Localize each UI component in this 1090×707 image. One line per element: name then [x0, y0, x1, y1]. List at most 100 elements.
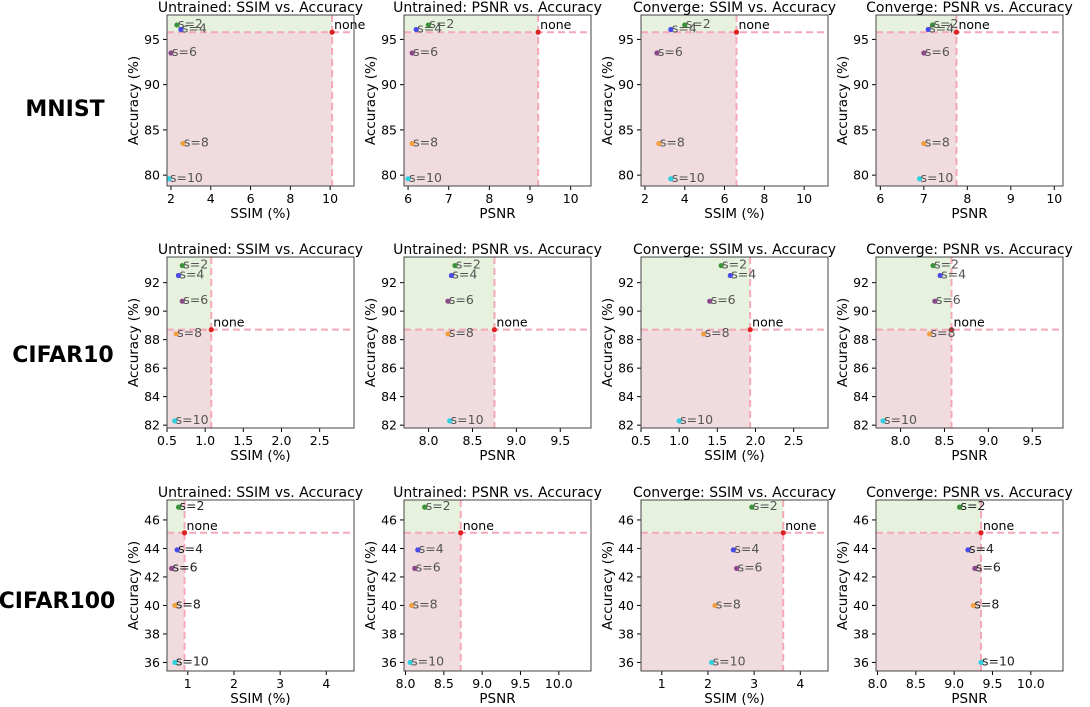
data-point [174, 547, 180, 553]
y-tick-label: 44 [853, 541, 869, 556]
x-tick-label: 1 [658, 676, 666, 691]
point-label: s=2 [429, 16, 454, 31]
baseline-label: none [496, 315, 527, 330]
point-label: s=2 [180, 498, 205, 513]
axes-frame [166, 14, 355, 187]
y-tick-label: 86 [618, 361, 634, 376]
plot-area [404, 500, 591, 671]
y-tick-label: 86 [144, 361, 160, 376]
subplot-title: Untrained: PSNR vs. Accuracy [393, 242, 602, 258]
x-tick-label: 3 [276, 676, 284, 691]
y-tick-label: 90 [853, 304, 869, 319]
point-label: s=6 [925, 44, 950, 59]
subplot-title: Converge: SSIM vs. Accuracy [633, 242, 836, 258]
y-tick-label: 82 [853, 418, 869, 433]
row-label-mnist: MNIST [25, 97, 104, 122]
y-tick-label: 84 [144, 389, 160, 404]
point-label: s=8 [716, 596, 741, 611]
point-label: s=10 [409, 170, 442, 185]
point-label: s=2 [426, 498, 451, 513]
x-tick-label: 3 [750, 676, 758, 691]
data-point [932, 298, 938, 304]
y-tick-label: 95 [853, 32, 869, 47]
point-label: s=4 [178, 541, 203, 556]
data-point [452, 262, 458, 269]
x-tick-label: 4 [681, 191, 689, 206]
point-label: s=8 [177, 325, 202, 340]
x-tick-label: 9 [1007, 191, 1015, 206]
worse-region [876, 32, 957, 186]
x-tick-label: 6 [404, 191, 412, 206]
better-region [167, 15, 333, 33]
point-label: s=10 [451, 412, 484, 427]
subplot-title: Untrained: SSIM vs. Accuracy [158, 242, 363, 258]
y-tick-label: 90 [144, 304, 160, 319]
baseline-point [953, 29, 960, 35]
baseline-label: none [752, 315, 783, 330]
y-tick-label: 85 [381, 122, 397, 137]
point-label: s=6 [413, 44, 438, 59]
y-tick-label: 42 [618, 569, 634, 584]
data-point [668, 176, 674, 182]
x-tick-label: 9.0 [978, 433, 998, 448]
y-tick-label: 86 [381, 361, 397, 376]
y-tick-label: 42 [381, 569, 397, 584]
point-label: s=10 [176, 653, 209, 668]
data-point [956, 504, 963, 510]
y-tick-label: 95 [618, 32, 634, 47]
y-tick-label: 90 [618, 77, 634, 92]
x-tick-label: 7 [445, 191, 453, 206]
y-tick-label: 82 [618, 418, 634, 433]
y-tick-label: 88 [618, 332, 634, 347]
worse-region [404, 329, 495, 428]
point-label: s=6 [172, 44, 197, 59]
x-tick-label: 10 [1046, 191, 1062, 206]
y-tick-label: 38 [618, 626, 634, 641]
worse-region [641, 329, 751, 428]
subplot-cifar10-4: 8.0 8.5 9.0 9.5 82 84 86 88 90 92 none s=2s=4 s=6 s=8… [835, 242, 1073, 464]
y-tick-label: 42 [144, 569, 160, 584]
y-axis-label: Accuracy (%) [363, 541, 379, 630]
data-point [409, 140, 415, 147]
point-label: s=8 [660, 134, 685, 149]
x-tick-label: 9.0 [472, 676, 492, 691]
x-axis-label: PSNR [479, 206, 515, 222]
subplot-title: Converge: SSIM vs. Accuracy [633, 485, 836, 501]
x-tick-label: 9.5 [983, 676, 1003, 691]
baseline-label: none [958, 17, 989, 32]
y-tick-label: 85 [144, 122, 160, 137]
x-tick-label: 8.0 [396, 676, 416, 691]
data-point [172, 602, 178, 609]
baseline-point [208, 327, 214, 333]
point-label: s=8 [974, 596, 999, 611]
point-label: s=4 [969, 541, 994, 556]
data-point [925, 26, 931, 33]
data-point [412, 565, 418, 572]
subplot-cifar10-1: 0.5 1.0 1.5 2.0 2.5 82 84 86 88 90 92 none s=2s=4 s=6… [126, 242, 363, 464]
point-label: s=10 [672, 170, 705, 185]
point-label: s=10 [680, 412, 713, 427]
x-tick-label: 8 [485, 191, 493, 206]
x-tick-label: 2 [167, 191, 175, 206]
row-label-cifar10: CIFAR10 [12, 343, 113, 368]
better-region [404, 257, 495, 330]
x-axis-label: SSIM (%) [230, 206, 290, 222]
x-tick-label: 9.0 [506, 433, 526, 448]
x-tick-label: 0.5 [631, 433, 651, 448]
y-tick-label: 95 [144, 32, 160, 47]
y-tick-label: 46 [381, 512, 397, 527]
data-point [921, 50, 927, 56]
data-point [174, 22, 180, 28]
data-point [916, 176, 923, 182]
data-point [445, 331, 451, 337]
x-tick-label: 1.0 [195, 433, 215, 448]
axes-frame [166, 256, 355, 429]
x-tick-label: 9 [526, 191, 534, 206]
y-axis-label: Accuracy (%) [126, 56, 142, 145]
point-label: s=8 [931, 325, 956, 340]
y-tick-label: 88 [853, 332, 869, 347]
subplot-title: Untrained: PSNR vs. Accuracy [393, 485, 602, 501]
y-tick-label: 42 [853, 569, 869, 584]
plot-area [876, 500, 1063, 671]
